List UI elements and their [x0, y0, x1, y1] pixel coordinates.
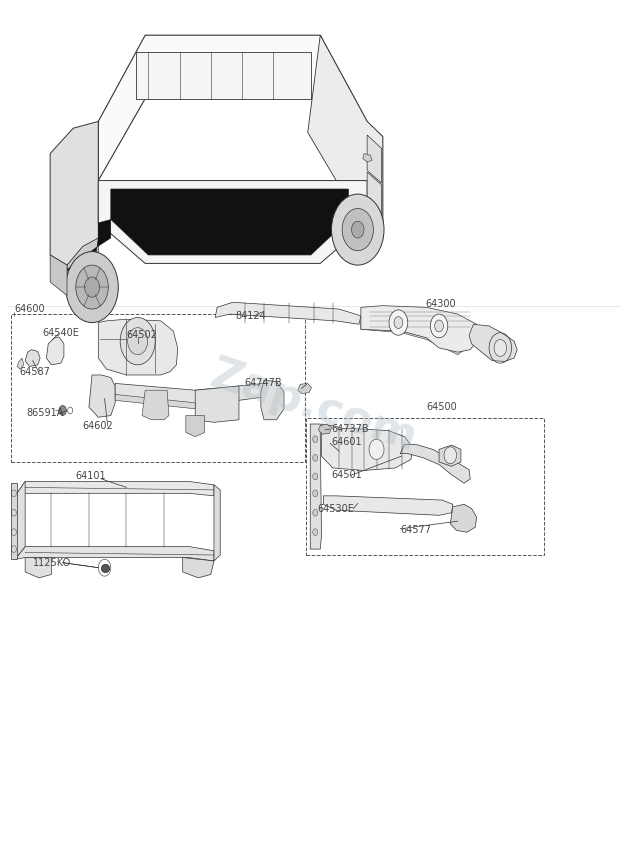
- Circle shape: [313, 529, 318, 536]
- Circle shape: [313, 510, 318, 516]
- Circle shape: [59, 405, 67, 416]
- Polygon shape: [15, 482, 25, 559]
- Polygon shape: [99, 36, 367, 181]
- Circle shape: [394, 316, 403, 328]
- Polygon shape: [308, 36, 383, 238]
- Text: 86591A: 86591A: [26, 408, 64, 418]
- Polygon shape: [25, 349, 40, 366]
- Polygon shape: [136, 52, 311, 98]
- Text: 64300: 64300: [425, 299, 456, 309]
- Polygon shape: [115, 383, 264, 404]
- Polygon shape: [111, 189, 349, 255]
- Circle shape: [313, 490, 318, 497]
- Polygon shape: [361, 305, 478, 352]
- Circle shape: [435, 320, 443, 332]
- Polygon shape: [25, 557, 51, 577]
- Circle shape: [369, 439, 384, 460]
- Text: 64540E: 64540E: [42, 327, 79, 338]
- Circle shape: [313, 436, 318, 443]
- Circle shape: [120, 317, 155, 365]
- Text: 1125KO: 1125KO: [33, 558, 71, 567]
- Text: 64600: 64600: [14, 304, 45, 314]
- Polygon shape: [64, 220, 111, 272]
- Text: 64500: 64500: [426, 402, 457, 412]
- Text: 84124: 84124: [236, 311, 267, 321]
- Polygon shape: [99, 319, 178, 375]
- Bar: [306, 418, 544, 555]
- Text: 64577: 64577: [400, 526, 431, 535]
- Text: 64530E: 64530E: [317, 504, 354, 514]
- Text: 64601: 64601: [332, 437, 362, 447]
- Circle shape: [342, 209, 374, 251]
- Polygon shape: [439, 445, 461, 466]
- Polygon shape: [318, 424, 332, 434]
- Polygon shape: [46, 337, 64, 365]
- Polygon shape: [298, 383, 311, 393]
- Circle shape: [76, 265, 108, 309]
- Polygon shape: [183, 557, 214, 577]
- Text: 64501: 64501: [332, 470, 362, 480]
- Polygon shape: [400, 444, 470, 483]
- Circle shape: [444, 447, 457, 464]
- Polygon shape: [469, 324, 517, 361]
- Circle shape: [494, 339, 507, 356]
- Polygon shape: [70, 259, 95, 285]
- Text: 64737B: 64737B: [332, 424, 369, 434]
- Polygon shape: [99, 181, 367, 264]
- Polygon shape: [15, 482, 214, 496]
- Polygon shape: [214, 485, 220, 561]
- Polygon shape: [142, 390, 169, 420]
- Circle shape: [430, 314, 448, 338]
- Text: 64587: 64587: [19, 367, 50, 377]
- Circle shape: [127, 327, 148, 354]
- Circle shape: [313, 455, 318, 461]
- Polygon shape: [15, 547, 214, 561]
- Polygon shape: [450, 505, 477, 533]
- Polygon shape: [261, 380, 284, 420]
- Polygon shape: [361, 321, 469, 354]
- Text: 64502: 64502: [126, 330, 157, 340]
- Polygon shape: [195, 386, 239, 422]
- Polygon shape: [67, 238, 99, 307]
- Polygon shape: [186, 416, 205, 437]
- Polygon shape: [323, 496, 453, 516]
- Polygon shape: [367, 172, 382, 217]
- Text: Zap.com: Zap.com: [205, 354, 423, 460]
- Polygon shape: [310, 424, 322, 550]
- Polygon shape: [115, 394, 195, 409]
- Polygon shape: [17, 358, 24, 369]
- Polygon shape: [215, 302, 361, 324]
- Polygon shape: [363, 153, 372, 162]
- Bar: [11, 314, 305, 462]
- Circle shape: [85, 277, 100, 297]
- Circle shape: [352, 221, 364, 238]
- Polygon shape: [50, 255, 67, 295]
- Polygon shape: [367, 121, 383, 238]
- Circle shape: [389, 310, 408, 335]
- Text: 64101: 64101: [75, 471, 106, 482]
- Polygon shape: [11, 483, 17, 559]
- Circle shape: [332, 194, 384, 265]
- Text: 64747B: 64747B: [244, 377, 281, 388]
- Polygon shape: [367, 135, 382, 183]
- Polygon shape: [50, 121, 99, 265]
- Circle shape: [313, 473, 318, 480]
- Circle shape: [66, 252, 118, 322]
- Text: 64602: 64602: [83, 421, 114, 431]
- Polygon shape: [322, 424, 413, 471]
- Polygon shape: [89, 375, 115, 417]
